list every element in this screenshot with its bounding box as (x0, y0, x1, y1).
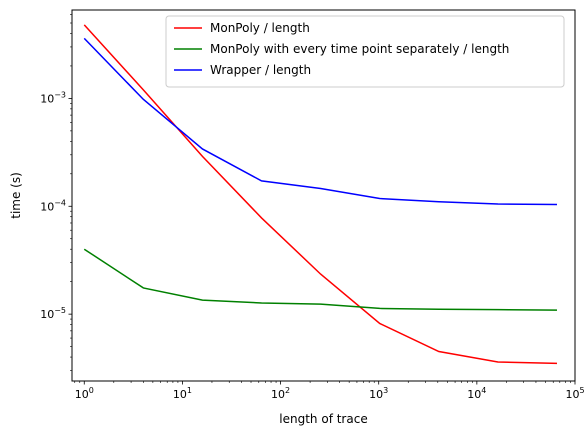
x-tick-label: 105 (565, 386, 584, 401)
series-line-3 (83, 37, 557, 206)
legend-entry-label: Wrapper / length (210, 63, 311, 77)
plot-lines (83, 24, 558, 365)
legend-entry-label: MonPoly / length (210, 21, 310, 35)
series-line-2 (83, 248, 557, 311)
series-line-1 (83, 24, 558, 365)
x-axis-ticks: 100 101 102 103 104 105 (74, 381, 585, 401)
x-tick-label: 103 (369, 386, 388, 401)
x-tick-label: 102 (271, 386, 290, 401)
legend-box (165, 15, 565, 88)
y-axis-label: time (s) (9, 172, 23, 219)
y-tick-label: 10−5 (40, 306, 66, 321)
y-axis-ticks: 10−5 10−4 10−3 (40, 14, 72, 371)
plot-frame (71, 9, 576, 382)
x-tick-label: 104 (467, 386, 486, 401)
x-axis-label: length of trace (279, 412, 367, 426)
x-tick-label: 101 (173, 386, 192, 401)
legend-entry-label: MonPoly with every time point separately… (210, 42, 509, 56)
y-tick-label: 10−4 (40, 198, 66, 213)
x-tick-label: 100 (75, 386, 94, 401)
y-tick-label: 10−3 (40, 90, 66, 105)
legend: MonPoly / length MonPoly with every time … (165, 15, 565, 88)
